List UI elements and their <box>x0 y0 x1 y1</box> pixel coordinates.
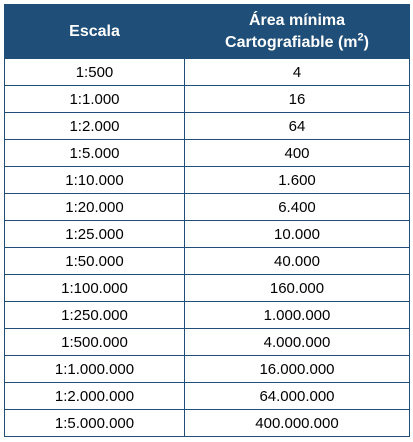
cell-area: 4.000.000 <box>184 328 410 356</box>
cell-escala: 1:100.000 <box>4 274 185 302</box>
cell-escala: 1:250.000 <box>4 301 185 329</box>
header-area-minima: Área mínima Cartografiable (m2) <box>184 4 410 59</box>
scale-area-table: Escala Área mínima Cartografiable (m2) 1… <box>4 4 410 437</box>
header-area-line1: Área mínima <box>248 11 346 29</box>
cell-escala: 1:1.000.000 <box>4 355 185 383</box>
cell-escala: 1:50.000 <box>4 247 185 275</box>
header-area-superscript: 2 <box>357 31 364 44</box>
cell-area: 64 <box>184 112 410 140</box>
table-row: 1:2.000.000 64.000.000 <box>4 382 410 410</box>
table-row: 1:10.000 1.600 <box>4 166 410 194</box>
header-area-line2-suffix: ) <box>363 33 369 51</box>
cell-area: 16.000.000 <box>184 355 410 383</box>
table-row: 1:25.000 10.000 <box>4 220 410 248</box>
cell-area: 160.000 <box>184 274 410 302</box>
table-row: 1:1.000 16 <box>4 85 410 113</box>
cell-area: 64.000.000 <box>184 382 410 410</box>
table-row: 1:500 4 <box>4 58 410 86</box>
cell-area: 400.000.000 <box>184 409 410 437</box>
table-row: 1:1.000.000 16.000.000 <box>4 355 410 383</box>
cell-escala: 1:20.000 <box>4 193 185 221</box>
cell-escala: 1:500 <box>4 58 185 86</box>
cell-escala: 1:500.000 <box>4 328 185 356</box>
cell-escala: 1:1.000 <box>4 85 185 113</box>
cell-area: 1.000.000 <box>184 301 410 329</box>
cell-area: 1.600 <box>184 166 410 194</box>
table-row: 1:500.000 4.000.000 <box>4 328 410 356</box>
cell-escala: 1:2.000.000 <box>4 382 185 410</box>
header-escala: Escala <box>4 4 185 59</box>
cell-area: 10.000 <box>184 220 410 248</box>
cell-escala: 1:10.000 <box>4 166 185 194</box>
cell-area: 16 <box>184 85 410 113</box>
cell-escala: 1:5.000.000 <box>4 409 185 437</box>
cell-escala: 1:25.000 <box>4 220 185 248</box>
table-row: 1:250.000 1.000.000 <box>4 301 410 329</box>
table-body: 1:500 4 1:1.000 16 1:2.000 64 1:5.000 400 1:10.0… <box>4 58 410 437</box>
table-row: 1:2.000 64 <box>4 112 410 140</box>
table-row: 1:100.000 160.000 <box>4 274 410 302</box>
table-header-row: Escala Área mínima Cartografiable (m2) <box>4 4 410 59</box>
cell-area: 4 <box>184 58 410 86</box>
table-row: 1:50.000 40.000 <box>4 247 410 275</box>
cell-escala: 1:2.000 <box>4 112 185 140</box>
cell-escala: 1:5.000 <box>4 139 185 167</box>
table-row: 1:5.000.000 400.000.000 <box>4 409 410 437</box>
cell-area: 6.400 <box>184 193 410 221</box>
header-area-line2-prefix: Cartografiable (m <box>225 33 358 51</box>
cell-area: 40.000 <box>184 247 410 275</box>
cell-area: 400 <box>184 139 410 167</box>
table-row: 1:5.000 400 <box>4 139 410 167</box>
table-row: 1:20.000 6.400 <box>4 193 410 221</box>
